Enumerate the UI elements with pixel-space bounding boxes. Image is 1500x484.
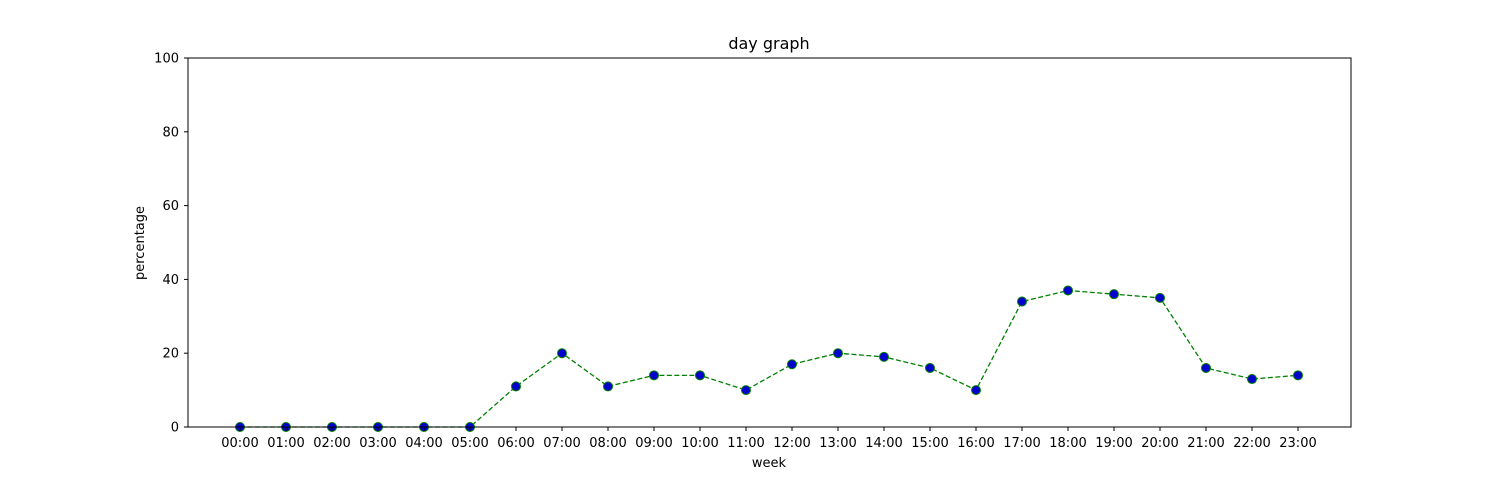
x-tick-label: 20:00 bbox=[1141, 436, 1178, 451]
data-point bbox=[557, 348, 567, 359]
x-tick-label: 16:00 bbox=[957, 436, 994, 451]
x-tick-label: 12:00 bbox=[773, 436, 810, 451]
x-tick-label: 08:00 bbox=[589, 436, 626, 451]
x-tick-label: 18:00 bbox=[1049, 436, 1086, 451]
y-tick-label: 0 bbox=[171, 421, 179, 436]
data-point bbox=[833, 348, 843, 359]
x-tick-label: 09:00 bbox=[635, 436, 672, 451]
data-point bbox=[1247, 374, 1257, 385]
x-axis-label: week bbox=[752, 456, 787, 471]
y-tick-label: 100 bbox=[154, 52, 179, 67]
x-tick-label: 02:00 bbox=[313, 436, 350, 451]
series-line bbox=[240, 289, 1299, 428]
y-axis-label: percentage bbox=[133, 206, 148, 280]
data-point bbox=[1109, 289, 1119, 300]
data-point bbox=[1063, 285, 1073, 296]
x-tick-label: 19:00 bbox=[1095, 436, 1132, 451]
x-tick-label: 05:00 bbox=[451, 436, 488, 451]
data-point bbox=[1293, 370, 1303, 381]
x-tick-label: 04:00 bbox=[405, 436, 442, 451]
data-point bbox=[787, 359, 797, 370]
data-point bbox=[695, 370, 705, 381]
x-tick-label: 01:00 bbox=[267, 436, 304, 451]
y-axis-ticks: 0 20 40 60 80 100 bbox=[154, 52, 188, 436]
data-point bbox=[603, 381, 613, 392]
data-point bbox=[741, 385, 751, 396]
data-point bbox=[925, 362, 935, 373]
x-tick-label: 23:00 bbox=[1279, 436, 1316, 451]
x-tick-label: 15:00 bbox=[911, 436, 948, 451]
x-tick-label: 11:00 bbox=[727, 436, 764, 451]
data-point bbox=[511, 381, 521, 392]
data-point bbox=[1155, 292, 1165, 303]
data-point bbox=[879, 351, 889, 362]
x-tick-label: 03:00 bbox=[359, 436, 396, 451]
x-tick-label: 00:00 bbox=[221, 436, 258, 451]
x-tick-label: 17:00 bbox=[1003, 436, 1040, 451]
data-point bbox=[1201, 362, 1211, 373]
x-axis-ticks: 00:00 01:00 02:00 03:00 04:00 05:00 06:00 07:00… bbox=[221, 427, 1317, 451]
y-tick-label: 40 bbox=[162, 273, 179, 288]
x-tick-label: 14:00 bbox=[865, 436, 902, 451]
x-tick-label: 13:00 bbox=[819, 436, 856, 451]
x-tick-label: 10:00 bbox=[681, 436, 718, 451]
data-point bbox=[1017, 296, 1027, 307]
plot-layer bbox=[235, 285, 1303, 432]
data-point bbox=[649, 370, 659, 381]
x-tick-label: 06:00 bbox=[497, 436, 534, 451]
chart-title: day graph bbox=[728, 34, 809, 53]
x-tick-label: 22:00 bbox=[1233, 436, 1270, 451]
x-tick-label: 07:00 bbox=[543, 436, 580, 451]
x-tick-label: 21:00 bbox=[1187, 436, 1224, 451]
y-tick-label: 60 bbox=[162, 199, 179, 214]
data-point bbox=[971, 385, 981, 396]
plot-area-frame bbox=[187, 57, 1352, 428]
y-tick-label: 80 bbox=[162, 125, 179, 140]
y-tick-label: 20 bbox=[162, 347, 179, 362]
